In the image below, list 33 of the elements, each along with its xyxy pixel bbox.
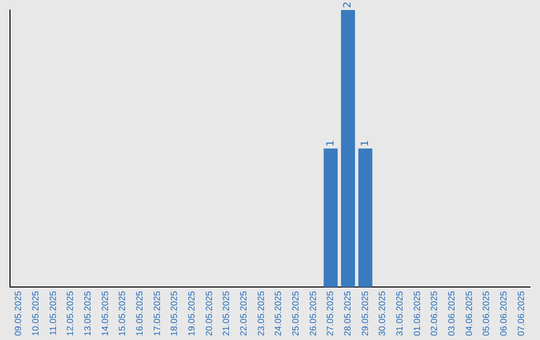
x-tick-label: 09.05.2025 bbox=[13, 290, 24, 336]
data-label: 1 bbox=[325, 140, 336, 146]
x-tick-label: 10.05.2025 bbox=[30, 290, 40, 336]
x-tick-label: 12.05.2025 bbox=[65, 290, 76, 336]
x-tick-label: 15.05.2025 bbox=[117, 290, 128, 336]
x-tick-label: 21.05.2025 bbox=[221, 290, 232, 336]
x-tick-label: 02.06.2025 bbox=[429, 290, 440, 336]
x-tick-label: 05.06.2025 bbox=[481, 290, 492, 336]
x-tick-label: 13.05.2025 bbox=[82, 290, 92, 336]
data-label: 1 bbox=[360, 140, 371, 146]
x-tick-label: 25.05.2025 bbox=[290, 290, 300, 336]
x-tick-label: 11.05.2025 bbox=[48, 290, 58, 336]
x-tick-label: 16.05.2025 bbox=[134, 290, 144, 336]
x-tick-label: 24.05.2025 bbox=[273, 290, 284, 336]
x-tick-label: 30.05.2025 bbox=[377, 290, 388, 336]
x-tick-label: 22.05.2025 bbox=[238, 290, 248, 336]
x-tick-label: 29.05.2025 bbox=[360, 290, 370, 336]
x-tick-label: 06.06.2025 bbox=[498, 290, 508, 336]
x-tick-label: 03.06.2025 bbox=[446, 290, 456, 336]
x-tick-label: 23.05.2025 bbox=[256, 290, 266, 336]
x-tick-label: 01.06.2025 bbox=[412, 290, 422, 336]
x-tick-label: 27.05.2025 bbox=[325, 290, 336, 336]
x-tick-label: 07.06.2025 bbox=[516, 290, 526, 336]
x-tick-label: 19.05.2025 bbox=[186, 290, 196, 336]
x-tick-label: 04.06.2025 bbox=[464, 290, 474, 336]
x-tick-label: 18.05.2025 bbox=[169, 290, 180, 336]
data-label: 2 bbox=[342, 2, 354, 8]
x-tick-label: 31.05.2025 bbox=[394, 290, 404, 336]
x-tick-label: 26.05.2025 bbox=[308, 290, 318, 336]
x-tick-label: 14.05.2025 bbox=[100, 290, 110, 336]
x-tick-label: 17.05.2025 bbox=[152, 290, 162, 336]
x-tick-label: 20.05.2025 bbox=[204, 290, 214, 336]
x-tick-label: 28.05.2025 bbox=[342, 290, 352, 336]
